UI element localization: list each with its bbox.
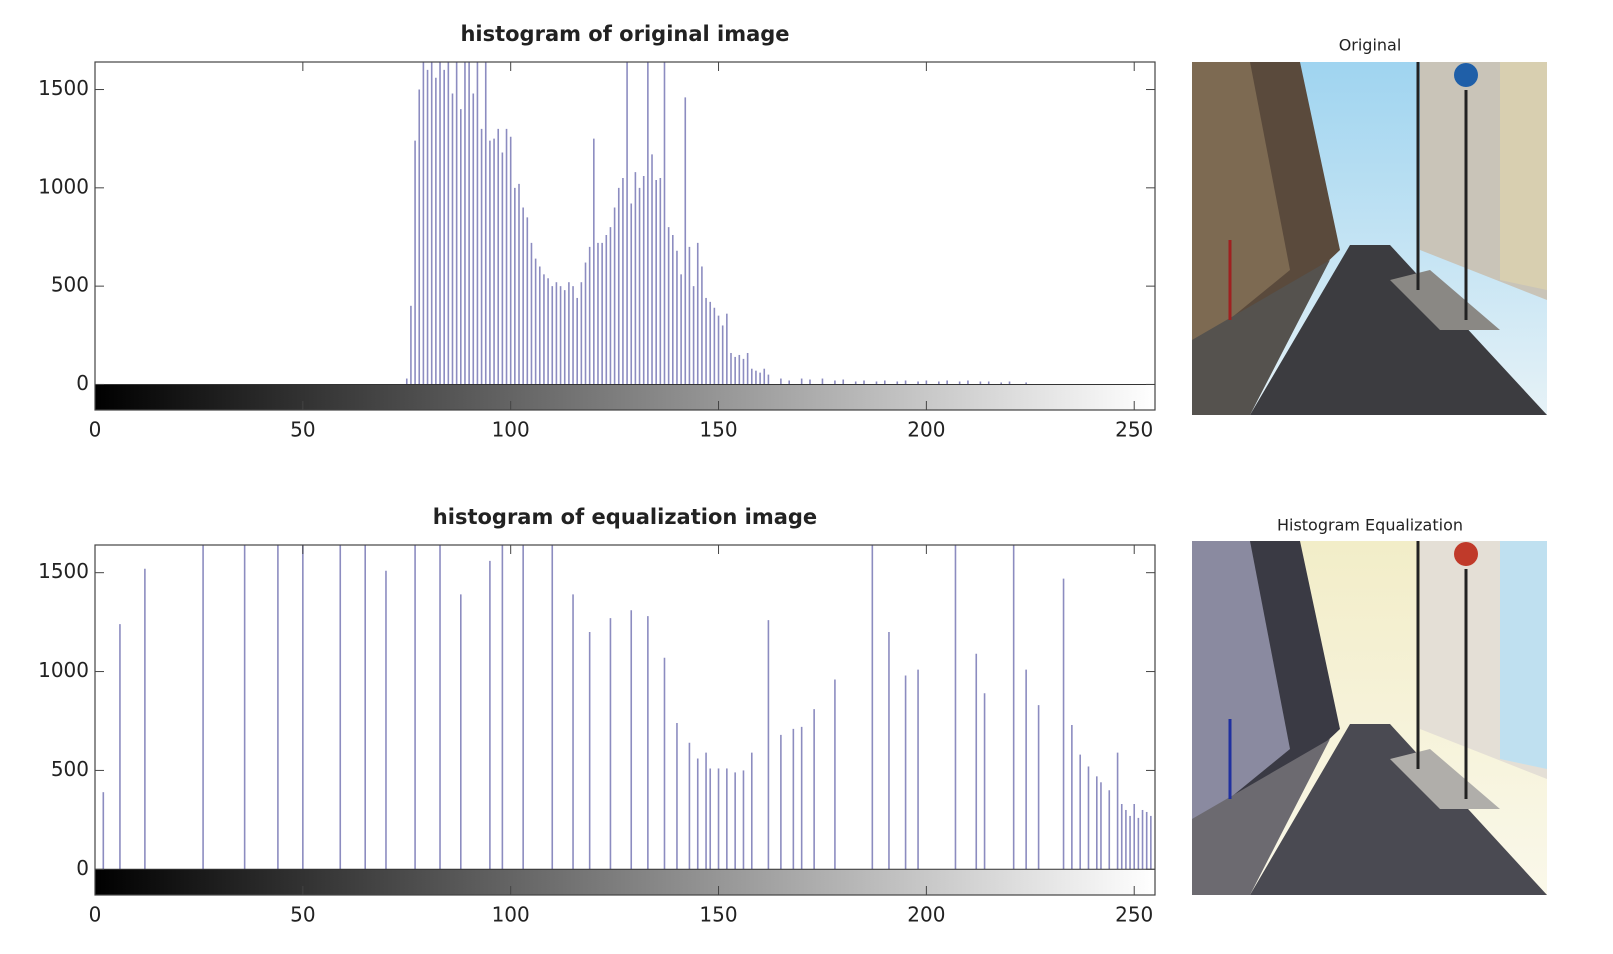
stems (405, 62, 1027, 385)
x-tick-label: 250 (1115, 418, 1153, 442)
histogram-panel: histogram of original image 0 50 100 150 200 2… (38, 22, 1156, 442)
x-tick-label: 200 (907, 903, 945, 927)
x-tick-label: 50 (290, 903, 315, 927)
axes-box (94, 61, 1156, 411)
y-tick-label: 1500 (38, 559, 89, 583)
axes-box (94, 544, 1156, 896)
x-tick-label: 100 (492, 903, 530, 927)
chart-title: histogram of equalization image (433, 505, 817, 529)
x-tick-label: 50 (290, 418, 315, 442)
x-tick-label: 150 (699, 903, 737, 927)
y-tick-label: 500 (51, 273, 89, 297)
image-title: Original (1339, 36, 1402, 55)
image-title: Histogram Equalization (1277, 516, 1463, 535)
x-tick-label: 100 (492, 418, 530, 442)
x-tick-label: 150 (699, 418, 737, 442)
y-tick-label: 1000 (38, 658, 89, 682)
x-tick-label: 200 (907, 418, 945, 442)
y-tick-label: 1000 (38, 174, 89, 198)
image-original (1192, 62, 1547, 415)
x-tick-label: 0 (89, 418, 102, 442)
histogram-panel: histogram of equalization image 0 50 100 150… (38, 505, 1156, 927)
x-tick-label: 250 (1115, 903, 1153, 927)
y-tick-label: 0 (76, 856, 89, 880)
colorbar (95, 384, 1155, 410)
chart-title: histogram of original image (460, 22, 789, 46)
colorbar (95, 869, 1155, 895)
y-tick-label: 1500 (38, 76, 89, 100)
image-equalized (1192, 541, 1547, 895)
x-tick-label: 0 (89, 903, 102, 927)
stems (102, 545, 1152, 870)
y-tick-label: 500 (51, 757, 89, 781)
y-tick-label: 0 (76, 371, 89, 395)
